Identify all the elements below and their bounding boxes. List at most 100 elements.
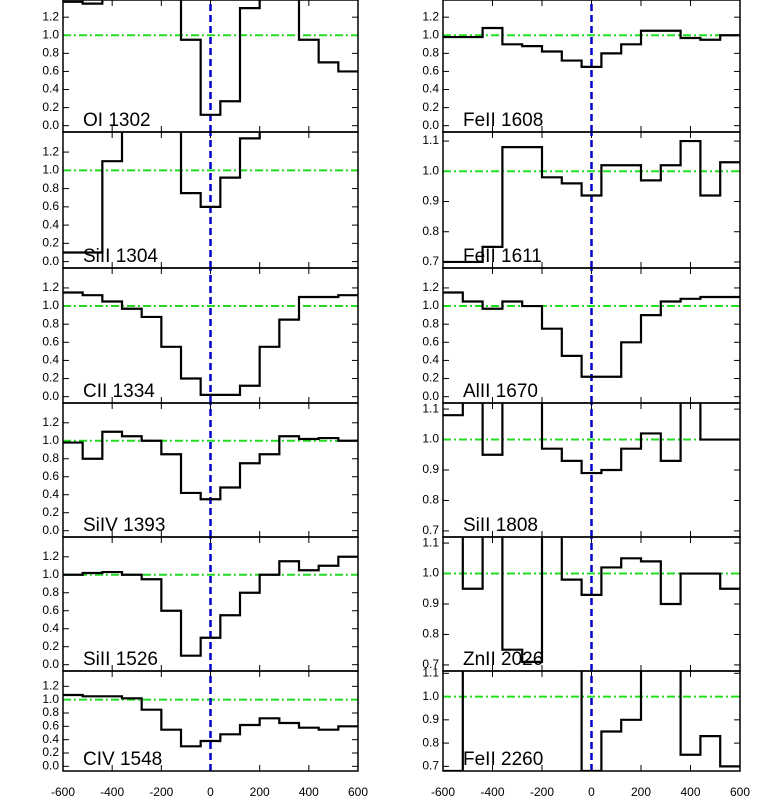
y-tick-label: 0.8 [422, 316, 439, 330]
x-tick-label: -200 [149, 785, 173, 799]
panel: 0.0 0.2 0.4 0.6 0.8 1.0 1.2 CII 1334 [42, 267, 359, 404]
y-tick-label: 0.4 [42, 621, 59, 635]
y-tick-label: 0.6 [42, 603, 59, 617]
x-tick-label: -400 [480, 785, 504, 799]
x-tick-label: 600 [730, 785, 750, 799]
y-tick-label: 0.7 [422, 523, 439, 537]
spectrum [443, 291, 740, 378]
y-tick-label: 1.0 [42, 298, 59, 312]
y-tick-label: 0.9 [422, 194, 439, 208]
y-tick-label: 0.7 [422, 657, 439, 671]
panel: 0.0 0.2 0.4 0.6 0.8 1.0 1.2 AlII 1670 [422, 267, 741, 404]
y-tick-label: 0.4 [422, 353, 439, 367]
y-tick-label: 0.8 [42, 181, 59, 195]
y-tick-label: 0.8 [422, 735, 439, 749]
y-tick-label: 0.0 [42, 759, 59, 773]
y-tick-label: 1.0 [42, 433, 59, 447]
panel-label: SiII 1526 [83, 649, 158, 670]
y-tick-label: 0.8 [42, 316, 59, 330]
x-tick-label: 200 [250, 785, 270, 799]
y-tick-label: 1.0 [422, 27, 439, 41]
panel: 0.00.20.40.60.81.01.2 -600 -400 -200 0 200 400… [42, 670, 368, 799]
panel: 0.0 0.2 0.4 0.6 0.8 1.0 1.2 OI 1302 [42, 0, 359, 133]
y-tick-label: 0.0 [422, 389, 439, 403]
panel-label: CIV 1548 [83, 749, 162, 770]
y-tick-label: 0.4 [42, 82, 59, 96]
y-tick-label: 0.4 [42, 732, 59, 746]
y-tick-label: 1.2 [42, 679, 59, 693]
x-tick-label: 400 [299, 785, 319, 799]
panel: 0.7 0.8 0.9 1.0 1.1 ZnII 2026 [422, 535, 741, 672]
y-tick-label: 0.2 [42, 639, 59, 653]
spectrum [63, 132, 261, 254]
y-tick-label: 0.4 [42, 217, 59, 231]
x-tick-label: -600 [51, 785, 75, 799]
panel-label: SiIV 1393 [83, 515, 165, 536]
y-tick-label: 0.4 [42, 353, 59, 367]
y-tick-label: 1.0 [42, 567, 59, 581]
spectrum [443, 139, 740, 264]
y-tick-label: 0.0 [42, 389, 59, 403]
panel: 0.7 0.8 0.9 1.0 1.1 FeII 1611 [422, 131, 741, 269]
x-tick-label: -600 [431, 785, 455, 799]
y-tick-label: 1.0 [42, 27, 59, 41]
spectrum [63, 0, 358, 116]
y-tick-label: 0.8 [42, 705, 59, 719]
y-tick-label: 0.6 [42, 199, 59, 213]
y-tick-label: 1.1 [422, 535, 439, 549]
y-tick-label: 0.8 [422, 224, 439, 238]
y-tick-label: 1.2 [42, 415, 59, 429]
y-tick-label: 0.4 [422, 82, 439, 96]
y-tick-label: 0.8 [42, 585, 59, 599]
y-tick-label: 0.9 [422, 462, 439, 476]
y-tick-label: 0.0 [42, 523, 59, 537]
panel-label: SiII 1304 [83, 246, 158, 267]
spectrum [443, 403, 740, 475]
panel: 0.0 0.2 0.4 0.6 0.8 1.0 1.2 SiII 1304 [42, 131, 359, 269]
y-tick-label: 0.8 [42, 46, 59, 60]
spectrum [63, 555, 358, 657]
y-tick-label: 0.9 [422, 712, 439, 726]
y-tick-label: 0.0 [422, 118, 439, 132]
spectrum [461, 537, 740, 663]
y-tick-label: 1.2 [422, 9, 439, 23]
y-tick-label: 0.0 [42, 657, 59, 671]
panel-frame [62, 670, 359, 772]
y-tick-label: 1.0 [422, 298, 439, 312]
y-tick-label: 0.6 [42, 719, 59, 733]
x-tick-label: 0 [207, 785, 214, 799]
y-tick-label: 0.8 [422, 627, 439, 641]
y-tick-label: 0.7 [422, 759, 439, 773]
x-tick-label: 0 [588, 785, 595, 799]
y-tick-label: 1.2 [42, 549, 59, 563]
y-tick-label: 1.0 [42, 692, 59, 706]
y-tick-label: 1.2 [42, 280, 59, 294]
y-tick-label: 0.2 [422, 100, 439, 114]
panel: 0.7 0.8 0.9 1.0 1.1 SiII 1808 [422, 401, 741, 538]
panel: 0.0 0.2 0.4 0.6 0.8 1.0 1.2 SiIV 1393 [42, 402, 359, 538]
panel-label: SiII 1808 [463, 515, 538, 536]
y-tick-label: 0.2 [42, 371, 59, 385]
y-tick-label: 0.8 [422, 493, 439, 507]
y-tick-label: 0.2 [42, 236, 59, 250]
panel: 0.0 0.2 0.4 0.6 0.8 1.0 1.2 SiII 1526 [42, 536, 359, 672]
y-tick-label: 0.6 [422, 334, 439, 348]
x-tick-label: 600 [348, 785, 368, 799]
panel-label: AlII 1670 [463, 381, 538, 402]
y-tick-label: 1.2 [42, 144, 59, 158]
y-tick-label: 1.1 [422, 665, 439, 679]
y-tick-label: 0.6 [422, 64, 439, 78]
spectrum [63, 430, 358, 501]
spectrum [443, 671, 740, 771]
y-tick-label: 1.0 [422, 163, 439, 177]
y-tick-label: 0.2 [42, 505, 59, 519]
y-tick-label: 1.2 [42, 9, 59, 23]
y-tick-label: 0.2 [422, 371, 439, 385]
x-tick-label: 400 [680, 785, 700, 799]
y-tick-label: 1.0 [422, 432, 439, 446]
y-tick-label: 0.8 [42, 451, 59, 465]
y-tick-label: 1.1 [422, 133, 439, 147]
panel-frame [442, 670, 741, 772]
y-tick-label: 1.1 [422, 401, 439, 415]
